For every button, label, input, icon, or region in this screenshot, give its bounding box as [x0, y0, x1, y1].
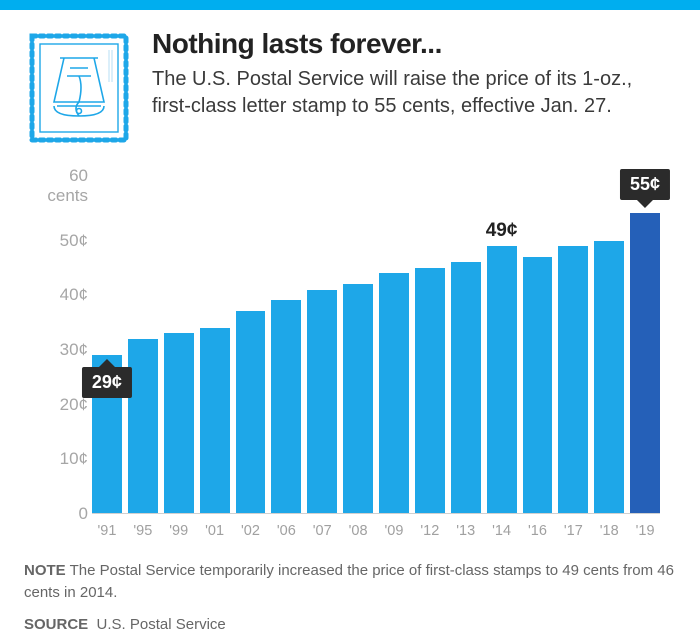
- bar-column: '18: [594, 186, 624, 513]
- x-tick: '02: [241, 523, 260, 539]
- x-tick: '08: [349, 523, 368, 539]
- bar: [415, 268, 445, 513]
- x-tick: '17: [564, 523, 583, 539]
- y-tick: 0: [40, 504, 88, 524]
- chart: 010¢20¢30¢40¢50¢60 cents'91'95'99'01'02'…: [0, 158, 700, 548]
- y-tick: 60 cents: [40, 166, 88, 206]
- bar: [164, 333, 194, 513]
- y-tick: 20¢: [40, 395, 88, 415]
- bar-annotation: 49¢: [486, 220, 518, 242]
- bar-column: '17: [558, 186, 588, 513]
- bar: [128, 339, 158, 513]
- bar-column: '02: [236, 186, 266, 513]
- infographic-container: Nothing lasts forever... The U.S. Postal…: [0, 0, 700, 619]
- bar-column: '91: [92, 186, 122, 513]
- bar-callout: 29¢: [82, 367, 132, 398]
- x-tick: '16: [528, 523, 547, 539]
- y-tick: 10¢: [40, 449, 88, 469]
- bar: [236, 311, 266, 513]
- bar: [487, 246, 517, 513]
- bar: [343, 284, 373, 513]
- bar-column: '08: [343, 186, 373, 513]
- bar: [307, 290, 337, 513]
- x-tick: '13: [456, 523, 475, 539]
- bar: [630, 213, 660, 513]
- bar-column: '09: [379, 186, 409, 513]
- bar-column: '99: [164, 186, 194, 513]
- bars-area: '91'95'99'01'02'06'07'08'09'12'13'14'16'…: [92, 186, 660, 514]
- bar-column: '12: [415, 186, 445, 513]
- source: SOURCE U.S. Postal Service: [24, 614, 676, 635]
- bar-column: '06: [271, 186, 301, 513]
- x-tick: '99: [169, 523, 188, 539]
- y-tick: 40¢: [40, 285, 88, 305]
- bar: [451, 262, 481, 513]
- x-tick: '07: [313, 523, 332, 539]
- title: Nothing lasts forever...: [152, 28, 676, 60]
- bar-column: '95: [128, 186, 158, 513]
- subtitle: The U.S. Postal Service will raise the p…: [152, 66, 676, 120]
- x-tick: '06: [277, 523, 296, 539]
- bar: [200, 328, 230, 513]
- source-label: SOURCE: [24, 616, 88, 633]
- bar: [558, 246, 588, 513]
- x-tick: '14: [492, 523, 511, 539]
- bar-column: '19: [630, 186, 660, 513]
- bar-column: '01: [200, 186, 230, 513]
- note-text: The Postal Service temporarily increased…: [24, 562, 674, 601]
- x-tick: '01: [205, 523, 224, 539]
- bar-callout: 55¢: [620, 169, 670, 200]
- note-label: NOTE: [24, 562, 66, 579]
- bar: [379, 273, 409, 513]
- x-tick: '91: [97, 523, 116, 539]
- note: NOTE The Postal Service temporarily incr…: [24, 560, 676, 604]
- x-tick: '12: [420, 523, 439, 539]
- bar-column: '07: [307, 186, 337, 513]
- source-text: U.S. Postal Service: [97, 616, 226, 633]
- footer: NOTE The Postal Service temporarily incr…: [0, 548, 700, 635]
- header-text: Nothing lasts forever... The U.S. Postal…: [152, 28, 676, 120]
- bar-column: '13: [451, 186, 481, 513]
- x-tick: '19: [636, 523, 655, 539]
- bar: [271, 300, 301, 513]
- bar: [594, 241, 624, 514]
- y-tick: 50¢: [40, 231, 88, 251]
- bar: [523, 257, 553, 513]
- y-tick: 30¢: [40, 340, 88, 360]
- x-tick: '09: [384, 523, 403, 539]
- x-tick: '95: [133, 523, 152, 539]
- bar-column: '16: [523, 186, 553, 513]
- x-tick: '18: [600, 523, 619, 539]
- header: Nothing lasts forever... The U.S. Postal…: [0, 10, 700, 158]
- stamp-icon: [24, 28, 134, 148]
